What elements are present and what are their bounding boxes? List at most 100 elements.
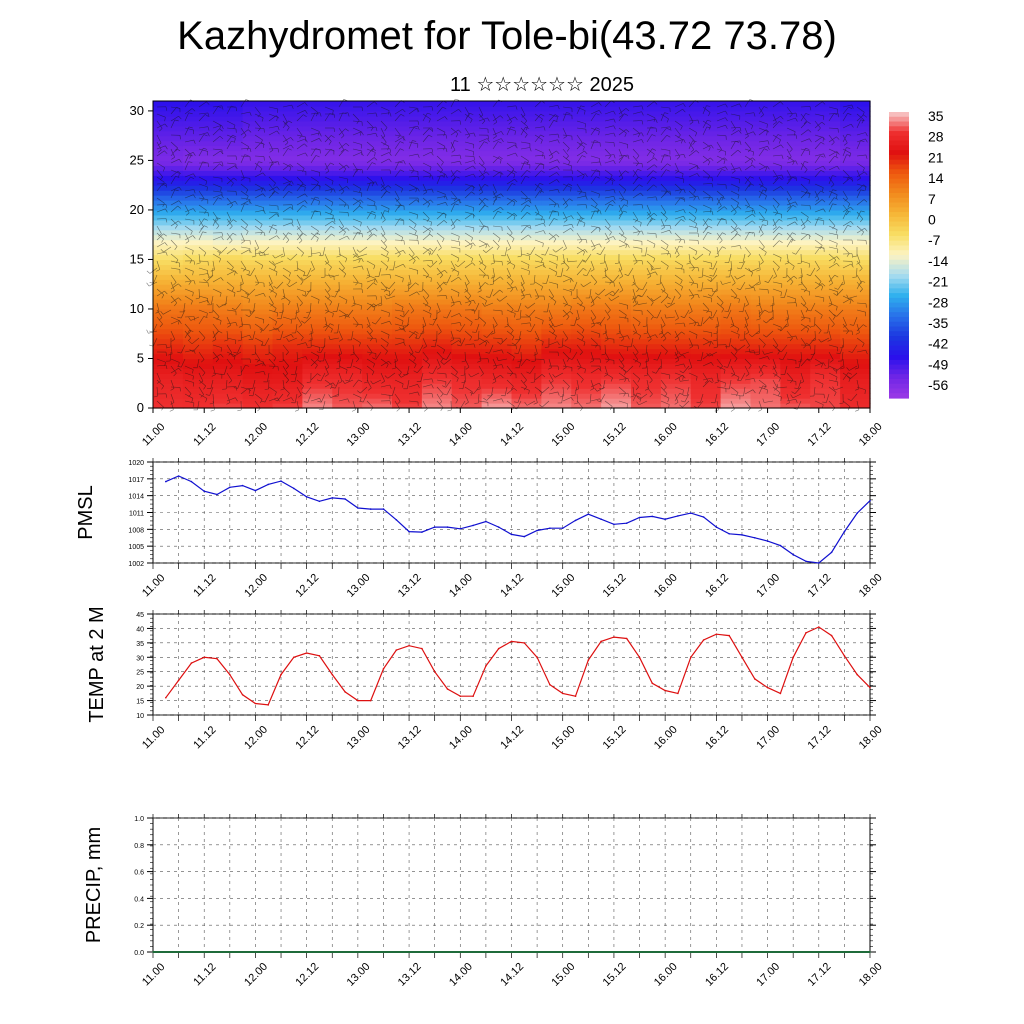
- heatmap-cell: [631, 214, 662, 221]
- heatmap-cell: [810, 348, 841, 355]
- wind-barb: [478, 316, 486, 324]
- heatmap-cell: [242, 333, 274, 340]
- heatmap-cell: [810, 170, 841, 176]
- heatmap-cell: [242, 398, 274, 404]
- heatmap-cell: [541, 338, 572, 345]
- wind-barb-flag: [680, 126, 683, 130]
- wind-barb: [772, 232, 779, 241]
- wind-barb-flag: [288, 120, 293, 124]
- heatmap-cell: [392, 145, 423, 152]
- wind-barb-flag: [552, 249, 556, 253]
- heatmap-cell: [631, 343, 662, 350]
- heatmap-cell: [362, 363, 393, 369]
- heatmap-cell: [601, 180, 632, 186]
- heatmap-cell: [272, 175, 303, 181]
- heatmap-cell: [541, 289, 572, 295]
- heatmap-cell: [451, 363, 483, 369]
- wind-barb: [576, 323, 585, 330]
- heatmap-cell: [541, 209, 572, 216]
- wind-barb: [814, 153, 824, 157]
- heatmap-cell: [212, 190, 244, 196]
- wind-barb-flag: [832, 316, 836, 320]
- wind-barb-flag: [707, 294, 712, 297]
- heatmap-cell: [272, 328, 303, 335]
- wind-barb: [856, 211, 864, 220]
- heatmap-cell: [153, 333, 184, 340]
- wind-barb-flag: [653, 170, 657, 173]
- wind-barb: [716, 183, 727, 186]
- wind-barb: [506, 178, 515, 185]
- heatmap-cell: [242, 313, 274, 320]
- wind-barb-flag: [442, 106, 447, 110]
- heatmap-cell: [272, 105, 303, 112]
- wind-barb: [800, 219, 808, 227]
- wind-barb: [268, 213, 277, 220]
- heatmap-cell: [272, 338, 303, 345]
- wind-barb-flag: [501, 131, 504, 135]
- wind-barb-flag: [458, 236, 460, 241]
- wind-barb: [758, 337, 766, 345]
- wind-barb: [478, 204, 486, 213]
- heatmap-cell: [571, 368, 602, 374]
- wind-barb: [506, 126, 512, 136]
- heatmap-cell: [660, 190, 692, 196]
- heatmap-cell: [541, 204, 572, 211]
- wind-barb-flag: [553, 238, 557, 243]
- wind-barb-flag: [557, 139, 560, 144]
- wind-barb-flag: [641, 260, 644, 265]
- wind-barb-flag: [616, 332, 621, 335]
- wind-barb-flag: [763, 334, 767, 338]
- wind-barb: [212, 125, 222, 129]
- heatmap-cell: [810, 373, 841, 379]
- wind-barb: [856, 162, 865, 169]
- wind-barb: [646, 253, 655, 259]
- wind-barb: [590, 141, 601, 143]
- wind-barb-flag: [238, 325, 243, 328]
- wind-barb-flag: [653, 117, 656, 122]
- wind-barb-flag: [403, 328, 406, 333]
- wind-barb-flag: [438, 331, 442, 335]
- heatmap-cell: [182, 269, 214, 275]
- heatmap-cell: [481, 323, 513, 330]
- heatmap-cell: [392, 363, 423, 369]
- heatmap-cell: [451, 333, 483, 340]
- wind-barb: [184, 112, 189, 122]
- wind-barb: [478, 295, 487, 302]
- wind-barb-flag: [540, 216, 543, 221]
- wind-barb-flag: [525, 126, 530, 129]
- wind-barb-flag: [146, 329, 149, 334]
- wind-barb: [562, 148, 569, 157]
- wind-barb-flag: [232, 232, 237, 236]
- wind-barb: [450, 129, 459, 136]
- wind-barb-flag: [556, 264, 558, 269]
- wind-barb: [548, 323, 556, 332]
- heatmap-cell: [780, 299, 811, 305]
- wind-barb: [688, 165, 698, 171]
- heatmap-cell: [332, 175, 363, 181]
- heatmap-cell: [242, 363, 274, 369]
- heatmap-cell: [511, 403, 542, 409]
- wind-barb: [282, 176, 291, 183]
- wind-barb-flag: [527, 264, 530, 269]
- wind-barb-flag: [822, 101, 826, 105]
- wind-barb-flag: [497, 211, 502, 213]
- wind-barb: [380, 112, 390, 115]
- heatmap-cell: [780, 294, 811, 300]
- heatmap-cell: [631, 224, 662, 231]
- wind-barb: [394, 114, 402, 122]
- wind-barb: [688, 267, 699, 269]
- wind-barb: [744, 323, 750, 333]
- wind-barb: [758, 302, 763, 312]
- heatmap-cell: [780, 358, 811, 365]
- wind-barb-flag: [860, 210, 865, 213]
- heatmap-cell: [660, 145, 692, 152]
- wind-barb-flag: [389, 112, 392, 117]
- wind-barb: [506, 144, 516, 150]
- wind-barb-flag: [850, 206, 854, 211]
- wind-barb-flag: [725, 117, 728, 122]
- wind-barb-flag: [569, 198, 573, 202]
- wind-barb: [338, 112, 343, 122]
- heatmap-cell: [541, 353, 572, 360]
- wind-barb: [674, 209, 684, 213]
- wind-barb-flag: [805, 308, 809, 313]
